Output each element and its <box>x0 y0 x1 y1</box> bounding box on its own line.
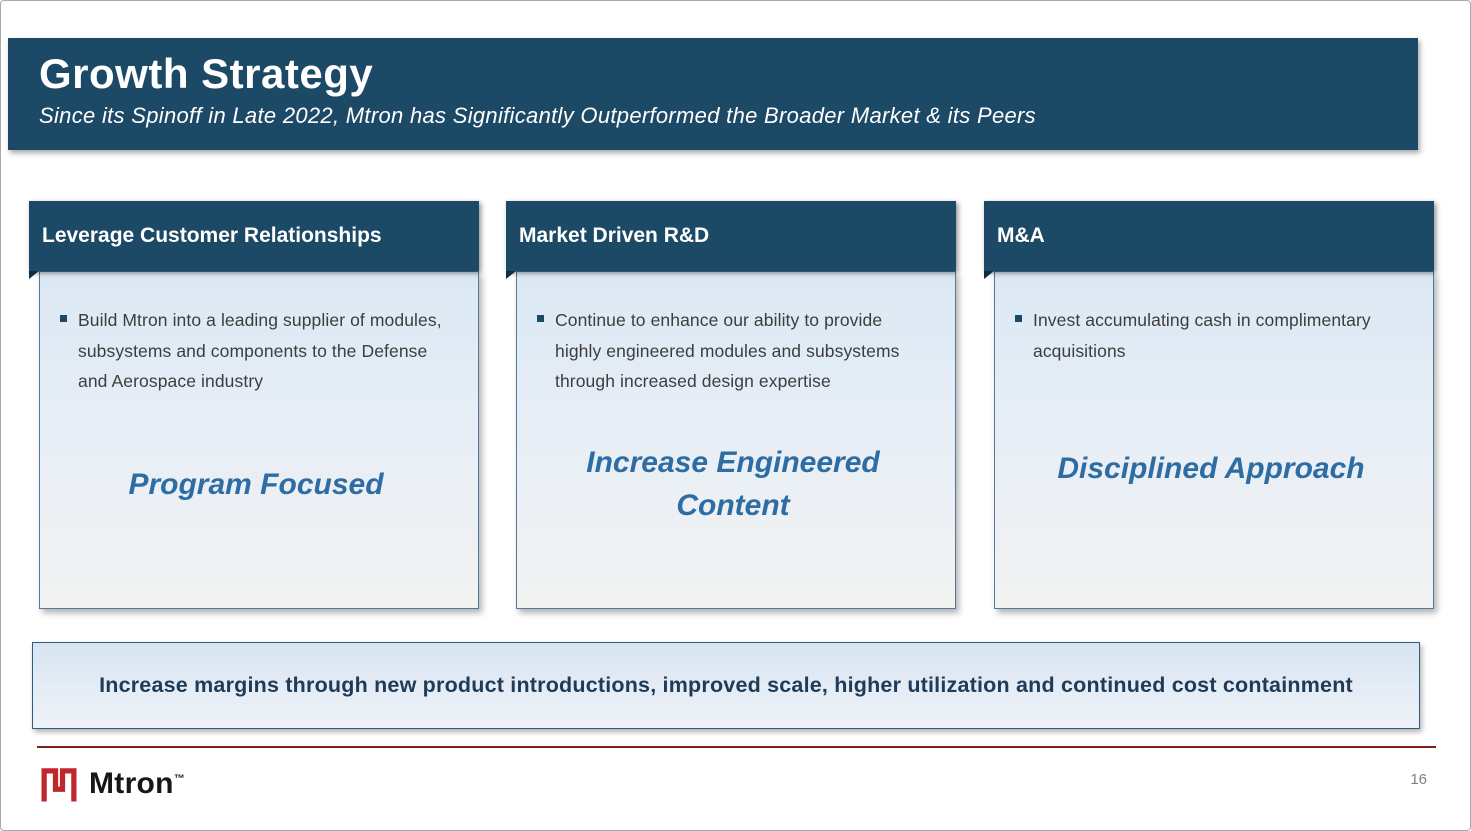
strategy-card-ma: M&A Invest accumulating cash in complime… <box>984 201 1434 609</box>
bullet-text: Continue to enhance our ability to provi… <box>555 310 900 392</box>
strategy-card-customer-relationships: Leverage Customer Relationships Build Mt… <box>29 201 479 609</box>
bullet-item: Build Mtron into a leading supplier of m… <box>60 305 452 397</box>
card-body: Continue to enhance our ability to provi… <box>516 271 956 609</box>
card-header: Market Driven R&D <box>506 201 956 279</box>
bullet-item: Continue to enhance our ability to provi… <box>537 305 929 397</box>
card-tagline: Disciplined Approach <box>1057 452 1365 486</box>
brand-wordmark: Mtron™ <box>89 767 185 801</box>
bullet-item: Invest accumulating cash in complimentar… <box>1015 305 1407 366</box>
card-body: Build Mtron into a leading supplier of m… <box>39 271 479 609</box>
bullet-square-icon <box>1015 315 1022 322</box>
card-tagline: Program Focused <box>128 467 384 501</box>
page-number: 16 <box>1410 771 1427 788</box>
footer-divider-line <box>37 746 1436 748</box>
card-tagline: Increase Engineered Content <box>586 445 880 523</box>
page-title: Growth Strategy <box>39 50 374 97</box>
summary-banner-text: Increase margins through new product int… <box>99 673 1353 697</box>
summary-banner: Increase margins through new product int… <box>32 642 1420 729</box>
card-header: Leverage Customer Relationships <box>29 201 479 279</box>
bullet-text: Build Mtron into a leading supplier of m… <box>78 310 442 392</box>
page-subtitle: Since its Spinoff in Late 2022, Mtron ha… <box>39 103 1036 129</box>
title-banner: Growth Strategy Since its Spinoff in Lat… <box>8 38 1418 150</box>
bullet-square-icon <box>60 315 67 322</box>
mtron-logo-icon <box>41 768 77 802</box>
card-header: M&A <box>984 201 1434 279</box>
card-body: Invest accumulating cash in complimentar… <box>994 271 1434 609</box>
strategy-card-market-driven-rd: Market Driven R&D Continue to enhance ou… <box>506 201 956 609</box>
bullet-text: Invest accumulating cash in complimentar… <box>1033 310 1371 361</box>
brand-name: Mtron <box>89 767 174 800</box>
bullet-square-icon <box>537 315 544 322</box>
trademark-symbol: ™ <box>173 773 186 785</box>
